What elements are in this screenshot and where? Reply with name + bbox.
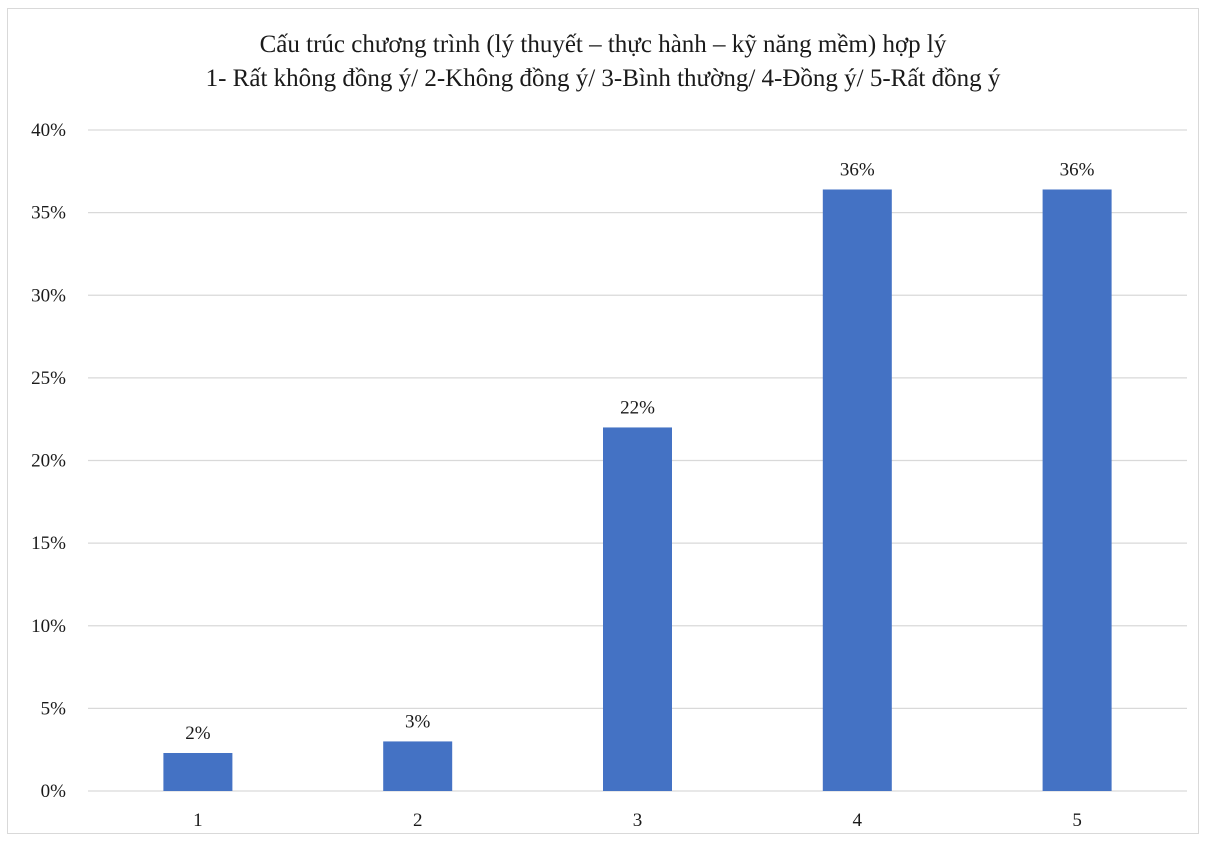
x-tick-label: 3 — [633, 810, 643, 831]
y-tick-label: 10% — [31, 616, 66, 637]
data-label: 3% — [405, 711, 431, 732]
x-tick-label: 5 — [1072, 810, 1082, 831]
y-tick-label: 30% — [31, 285, 66, 306]
y-tick-label: 20% — [31, 451, 66, 472]
bar — [163, 752, 233, 791]
y-tick-label: 15% — [31, 533, 66, 554]
x-tick-label: 4 — [853, 810, 863, 831]
chart-title: Cấu trúc chương trình (lý thuyết – thực … — [259, 31, 947, 58]
data-label: 36% — [840, 159, 875, 180]
y-tick-label: 5% — [41, 698, 67, 719]
data-label: 22% — [620, 397, 655, 418]
y-tick-label: 40% — [31, 120, 66, 141]
y-tick-label: 0% — [41, 781, 67, 802]
data-labels: 2% 3% 22% 36% 36% — [185, 159, 1094, 744]
bar — [383, 741, 453, 791]
y-tick-label: 35% — [31, 203, 66, 224]
bars — [163, 189, 1112, 792]
x-axis-ticks: 1 2 3 4 5 — [193, 810, 1082, 831]
data-label: 36% — [1060, 159, 1095, 180]
x-tick-label: 1 — [193, 810, 203, 831]
chart-title-block: Cấu trúc chương trình (lý thuyết – thực … — [0, 28, 1206, 96]
y-tick-label: 25% — [31, 368, 66, 389]
bar — [1042, 189, 1112, 792]
y-axis-ticks: 0% 5% 10% 15% 20% 25% 30% 35% 40% — [31, 120, 66, 802]
data-label: 2% — [185, 723, 211, 744]
bar — [603, 427, 672, 791]
x-tick-label: 2 — [413, 810, 423, 831]
chart-subtitle: 1- Rất không đồng ý/ 2-Không đồng ý/ 3-B… — [205, 65, 1001, 92]
bar — [822, 189, 892, 792]
